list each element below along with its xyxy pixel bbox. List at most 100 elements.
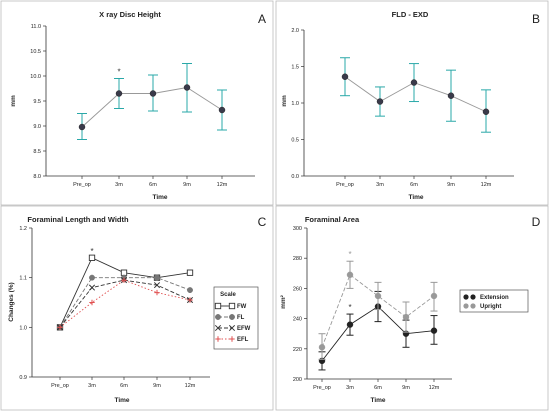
- panel-d-frame: [275, 205, 549, 411]
- panel-a-xtick-label: 3m: [115, 182, 123, 188]
- panel-c-point: [186, 269, 194, 276]
- panel-a-point: [115, 90, 123, 97]
- panel-d-ylabel: mm²: [280, 294, 287, 309]
- panel-c-series-line-efw: [59, 279, 191, 328]
- panel-b-ytick-label: 2.0: [291, 28, 299, 34]
- panel-b-plot: 0.0 0.5 1.0 1.5 2.0 Pre_op 3m 6m 9m 12m: [291, 28, 514, 188]
- panel-d-significance-mark: *: [348, 303, 351, 312]
- panel-c-legend-marker: [228, 302, 236, 310]
- panel-c-point: [154, 289, 160, 296]
- panel-c-ytick-label: 0.9: [19, 375, 27, 381]
- panel-d-ytick-label: 300: [293, 226, 302, 232]
- panel-b-ytick-label: 0.5: [291, 138, 299, 144]
- panel-b-point: [341, 73, 349, 80]
- panel-d-xlabel: Time: [370, 397, 385, 404]
- panel-b-xlabel: Time: [408, 194, 423, 201]
- panel-b-ytick-label: 0.0: [291, 174, 299, 180]
- panel-c-ytick-label: 1.1: [19, 276, 27, 282]
- panel-d-ytick-label: 200: [293, 377, 302, 383]
- panel-c-series-line-efl: [59, 279, 191, 328]
- panel-b-label: B: [532, 12, 540, 26]
- panel-c-ytick-label: 1.2: [19, 226, 27, 232]
- panel-c-legend-label: EFW: [237, 326, 251, 332]
- panel-d-ytick-label: 260: [293, 286, 302, 292]
- panel-d-point: [318, 344, 326, 351]
- panel-c-significance-mark: *: [90, 247, 93, 256]
- panel-a-point: [183, 84, 191, 91]
- panel-c-legend-label: EFL: [237, 337, 249, 343]
- panel-d-point: [402, 313, 410, 321]
- panel-a-xtick-label: 6m: [149, 182, 157, 188]
- panel-a-xtick-label: Pre_op: [73, 182, 91, 188]
- panel-c-point: [153, 282, 161, 289]
- panel-a-xlabel: Time: [152, 194, 167, 201]
- panel-c-legend-marker: [229, 336, 235, 342]
- panel-d-legend-label: Extension: [480, 295, 509, 301]
- panel-b-ytick-label: 1.5: [291, 65, 299, 71]
- panel-d-point: [346, 321, 354, 328]
- panel-a-xtick-label: 12m: [217, 182, 228, 188]
- panel-c-ylabel: Changes (%): [8, 282, 15, 321]
- panel-c-legend-title: Scale: [220, 292, 236, 298]
- panel-c-point: [57, 324, 63, 331]
- panel-b-title: FLD - EXD: [392, 10, 429, 19]
- panel-c-frame: [0, 205, 274, 411]
- panel-b-ylabel: mm: [281, 95, 288, 107]
- panel-b-point: [482, 108, 490, 115]
- panel-a-point: [218, 106, 226, 114]
- panel-d-xtick-label: 12m: [429, 385, 440, 391]
- panel-c-xtick-label: 9m: [153, 383, 161, 389]
- panel-b-xtick-label: 12m: [481, 182, 492, 188]
- panel-c-legend-marker: [214, 302, 222, 310]
- panel-a-point: [149, 90, 157, 97]
- panel-c-series-line-fw: [59, 257, 191, 328]
- panel-c-xtick-label: Pre_op: [51, 383, 69, 389]
- panel-a-label: A: [258, 12, 266, 26]
- panel-b-xtick-label: 6m: [410, 182, 418, 188]
- panel-c-point: [187, 297, 193, 303]
- panel-a-ytick-label: 8.0: [33, 174, 41, 180]
- panel-d-ytick-label: 280: [293, 256, 302, 262]
- panel-a-significance-mark: *: [117, 68, 120, 77]
- panel-b-frame: [275, 0, 549, 206]
- panel-d-xtick-label: 6m: [374, 385, 382, 391]
- panel-c-xtick-label: 6m: [120, 383, 128, 389]
- panel-c-xtick-label: 3m: [88, 383, 96, 389]
- panel-c-legend-marker: [215, 336, 221, 342]
- panel-d-xtick-label: 3m: [346, 385, 354, 391]
- panel-a-ytick-label: 9.0: [33, 124, 41, 130]
- panel-d-legend-marker: [470, 303, 476, 309]
- panel-a-ytick-label: 8.5: [33, 149, 41, 155]
- panel-a-frame: [0, 0, 274, 206]
- panel-d-series-line-upright: [321, 274, 435, 348]
- panel-d-xtick-label: Pre_op: [313, 385, 331, 391]
- panel-c-point: [88, 254, 96, 261]
- panel-a-ylabel: mm: [10, 95, 17, 107]
- panel-c-ytick-label: 1.0: [19, 325, 27, 331]
- panel-a-xtick-label: 9m: [183, 182, 191, 188]
- panel-c-legend-label: FL: [237, 315, 245, 321]
- panel-a-title: X ray Disc Height: [99, 10, 161, 19]
- panel-c-point: [121, 277, 127, 283]
- panel-d-plot: 200 220 240 260 280 300 Pre_op 3m 6m 9m 12m * * Exten…: [293, 226, 529, 391]
- panel-b-point: [447, 92, 455, 99]
- panel-a-ytick-label: 9.5: [33, 99, 41, 105]
- panel-c-xlabel: Time: [114, 397, 129, 404]
- panel-d-legend-marker: [463, 303, 469, 309]
- panel-b-ytick-label: 1.0: [291, 101, 299, 107]
- panel-a-ytick-label: 10.0: [30, 74, 41, 80]
- panel-d-legend-box: [459, 289, 529, 313]
- panel-d-legend-label: Upright: [480, 304, 501, 310]
- panel-c-xtick-label: 12m: [185, 383, 196, 389]
- panel-c-legend-label: FW: [237, 304, 247, 310]
- panel-b-xtick-label: 9m: [447, 182, 455, 188]
- panel-b-point: [376, 98, 384, 105]
- panel-d-title: Foraminal Area: [305, 215, 360, 224]
- panel-d-point: [430, 327, 438, 334]
- panel-d-point: [374, 292, 382, 300]
- panel-d-significance-mark: *: [348, 250, 351, 259]
- panel-c-legend-box: [213, 286, 259, 350]
- panel-d-legend-marker: [463, 294, 469, 300]
